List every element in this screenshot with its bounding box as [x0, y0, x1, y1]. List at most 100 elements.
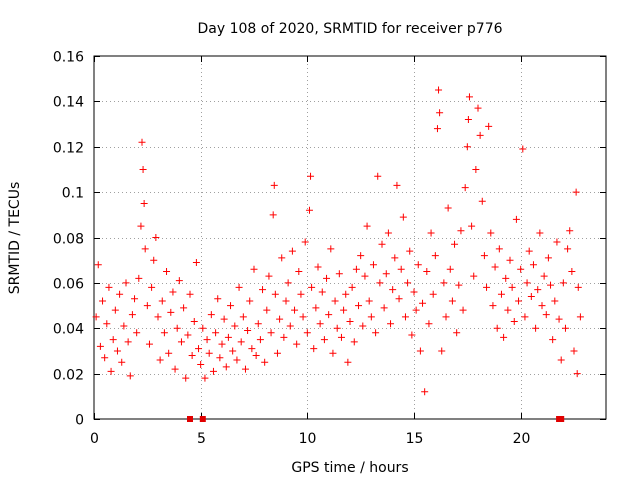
data-point — [252, 351, 260, 359]
data-point — [224, 333, 232, 341]
data-point — [320, 336, 328, 344]
data-point — [480, 252, 488, 260]
data-point — [126, 372, 134, 380]
data-point — [143, 302, 151, 310]
data-point — [401, 313, 409, 321]
data-point — [380, 304, 388, 312]
data-point — [444, 204, 452, 212]
data-point — [312, 304, 320, 312]
data-point — [107, 367, 115, 375]
data-point — [201, 374, 209, 382]
y-tick-label: 0.08 — [53, 232, 84, 248]
data-point — [141, 245, 149, 253]
data-point — [124, 338, 132, 346]
data-point — [369, 261, 377, 269]
data-point — [502, 274, 510, 282]
data-point — [435, 86, 443, 94]
data-point — [438, 347, 446, 355]
data-point — [510, 317, 518, 325]
y-axis-label: SRMTID / TECUs — [7, 182, 23, 295]
data-point — [177, 338, 185, 346]
data-point — [573, 370, 581, 378]
data-point — [218, 340, 226, 348]
data-point — [118, 358, 126, 366]
data-point — [355, 302, 363, 310]
data-point — [229, 347, 237, 355]
data-point — [440, 279, 448, 287]
data-point — [363, 222, 371, 230]
data-point — [94, 261, 102, 269]
data-point — [329, 349, 337, 357]
data-point — [393, 181, 401, 189]
data-point — [92, 313, 100, 321]
data-point — [487, 229, 495, 237]
data-point — [423, 268, 431, 276]
data-point — [337, 333, 345, 341]
data-point — [150, 256, 158, 264]
data-point — [239, 313, 247, 321]
data-point — [165, 349, 173, 357]
data-point — [163, 268, 171, 276]
data-point — [457, 227, 465, 235]
y-tick-label: 0.06 — [53, 277, 84, 293]
data-point — [549, 336, 557, 344]
data-point — [574, 283, 582, 291]
data-point — [286, 322, 294, 330]
data-point — [186, 290, 194, 298]
data-point — [474, 104, 482, 112]
data-point — [483, 283, 491, 291]
data-point — [293, 340, 301, 348]
chart-title: Day 108 of 2020, SRMTID for receiver p77… — [197, 21, 502, 37]
data-point — [504, 306, 512, 314]
data-point — [120, 322, 128, 330]
data-point — [214, 295, 222, 303]
data-point — [259, 286, 267, 294]
data-point — [508, 283, 516, 291]
data-point — [404, 279, 412, 287]
data-point — [470, 272, 478, 280]
data-point — [566, 227, 574, 235]
data-point — [525, 247, 533, 255]
data-point — [551, 297, 559, 305]
y-tick-label: 0.1 — [62, 186, 84, 202]
data-point — [122, 279, 130, 287]
data-point — [103, 320, 111, 328]
data-point — [167, 308, 175, 316]
data-point — [410, 288, 418, 296]
data-point — [173, 324, 181, 332]
data-point — [270, 181, 278, 189]
data-point — [344, 358, 352, 366]
data-point — [446, 265, 454, 273]
data-point — [451, 240, 459, 248]
data-point — [113, 347, 121, 355]
data-point — [325, 311, 333, 319]
data-point — [96, 342, 104, 350]
data-point — [288, 247, 296, 255]
data-point — [333, 324, 341, 332]
data-point — [267, 329, 275, 337]
data-point — [237, 338, 245, 346]
data-point — [547, 281, 555, 289]
data-point — [340, 306, 348, 314]
data-point — [485, 122, 493, 130]
x-tick-label: 5 — [197, 431, 206, 447]
data-point — [233, 356, 241, 364]
data-point — [205, 349, 213, 357]
data-point — [137, 222, 145, 230]
data-point — [359, 322, 367, 330]
data-point — [570, 347, 578, 355]
data-point — [273, 349, 281, 357]
data-point — [529, 261, 537, 269]
data-point — [391, 254, 399, 262]
data-point — [209, 367, 217, 375]
data-point — [241, 365, 249, 373]
x-axis-label: GPS time / hours — [291, 460, 408, 476]
data-point — [263, 306, 271, 314]
data-point — [365, 297, 373, 305]
data-point — [135, 274, 143, 282]
data-point — [478, 197, 486, 205]
data-point — [421, 388, 429, 396]
data-point — [284, 279, 292, 287]
data-point — [542, 311, 550, 319]
